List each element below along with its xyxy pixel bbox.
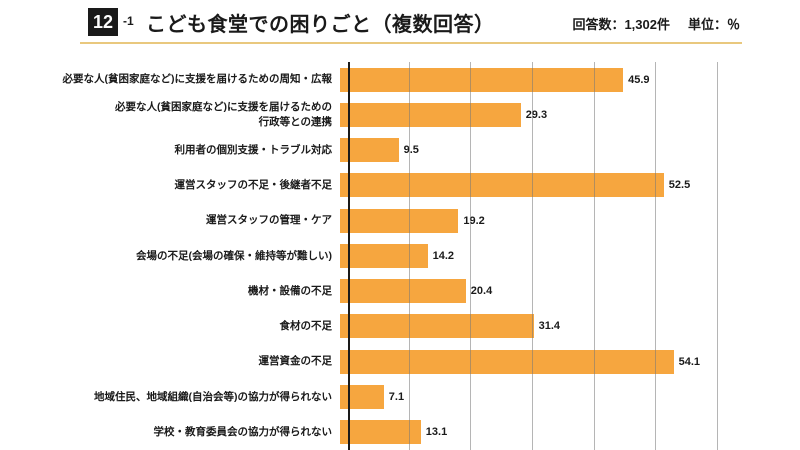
- value-label: 19.2: [463, 214, 485, 227]
- value-label: 9.5: [403, 144, 419, 157]
- category-label: 機材・設備の不足: [248, 284, 332, 297]
- category-label: 利用者の個別支援・トラブル対応: [174, 143, 333, 156]
- value-label: 13.1: [425, 426, 448, 439]
- page-title: こども食堂での困りごと（複数回答）: [146, 14, 495, 36]
- chart-row: 運営資金の不足 54.1: [0, 344, 800, 379]
- chart-header: 12 -1 こども食堂での困りごと（複数回答） 回答数：1,302件 単位：％: [0, 0, 800, 44]
- category-label: 運営スタッフの不足・後継者不足: [174, 179, 333, 192]
- bar: [340, 243, 428, 268]
- category-label: 必要な人(貧困家庭など)に支援を届けるための周知・広報: [62, 73, 333, 86]
- category-label: 食材の不足: [279, 320, 333, 333]
- value-label: 29.3: [525, 108, 548, 121]
- bar: [340, 420, 421, 445]
- chart-meta: 回答数：1,302件 単位：％: [572, 14, 740, 33]
- bar-chart: 必要な人(貧困家庭など)に支援を届けるための周知・広報 45.9 必要な人(貧困…: [0, 62, 800, 450]
- question-number-badge: 12: [88, 8, 118, 36]
- bar-area: 7.1: [340, 379, 800, 414]
- bar: [340, 67, 624, 92]
- chart-row: 会場の不足(会場の確保・維持等が難しい) 14.2: [0, 238, 800, 273]
- bar: [340, 102, 521, 127]
- response-count-label: 回答数：1,302件: [572, 17, 670, 32]
- bar-area: 14.2: [340, 238, 800, 273]
- value-label: 45.9: [628, 73, 650, 86]
- bar-area: 29.3: [340, 97, 800, 132]
- bar-area: 20.4: [340, 274, 800, 309]
- bar: [340, 279, 466, 304]
- bar-area: 45.9: [340, 62, 800, 97]
- bar-area: 54.1: [340, 344, 800, 379]
- bar: [340, 385, 384, 410]
- chart-row: 機材・設備の不足 20.4: [0, 274, 800, 309]
- category-label: 会場の不足(会場の確保・維持等が難しい): [136, 249, 332, 262]
- bar: [340, 208, 459, 233]
- category-label: 地域住民、地域組織(自治会等)の協力が得られない: [94, 390, 332, 403]
- bar-area: 19.2: [340, 203, 800, 238]
- chart-row: 運営スタッフの管理・ケア 19.2: [0, 203, 800, 238]
- bar: [340, 173, 664, 198]
- chart-row: 利用者の個別支援・トラブル対応 9.5: [0, 133, 800, 168]
- question-sub-number: -1: [123, 14, 134, 28]
- bar: [340, 138, 399, 163]
- bar: [340, 314, 534, 339]
- value-label: 20.4: [470, 285, 493, 298]
- value-label: 52.5: [668, 179, 691, 192]
- bar-area: 9.5: [340, 133, 800, 168]
- value-label: 54.1: [678, 355, 701, 368]
- category-label: 運営資金の不足: [258, 355, 333, 368]
- value-label: 14.2: [432, 249, 455, 262]
- chart-row: 運営スタッフの不足・後継者不足 52.5: [0, 168, 800, 203]
- bar-area: 52.5: [340, 168, 800, 203]
- value-label: 7.1: [388, 391, 405, 404]
- chart-row: 地域住民、地域組織(自治会等)の協力が得られない 7.1: [0, 379, 800, 414]
- chart-row: 食材の不足 31.4: [0, 309, 800, 344]
- title-underline: [80, 42, 742, 44]
- bar-area: 31.4: [340, 309, 800, 344]
- chart-row: 必要な人(貧困家庭など)に支援を届けるための周知・広報 45.9: [0, 62, 800, 97]
- value-label: 31.4: [538, 320, 561, 333]
- chart-row: 学校・教育委員会の協力が得られない 13.1: [0, 415, 800, 450]
- bar: [340, 349, 674, 374]
- category-label: 必要な人(貧困家庭など)に支援を届けるための 行政等との連携: [115, 101, 332, 128]
- chart-row: 必要な人(貧困家庭など)に支援を届けるための 行政等との連携 29.3: [0, 97, 800, 132]
- unit-label: 単位：％: [687, 17, 740, 32]
- category-label: 運営スタッフの管理・ケア: [206, 214, 332, 227]
- category-label: 学校・教育委員会の協力が得られない: [153, 425, 333, 438]
- bar-area: 13.1: [340, 415, 800, 450]
